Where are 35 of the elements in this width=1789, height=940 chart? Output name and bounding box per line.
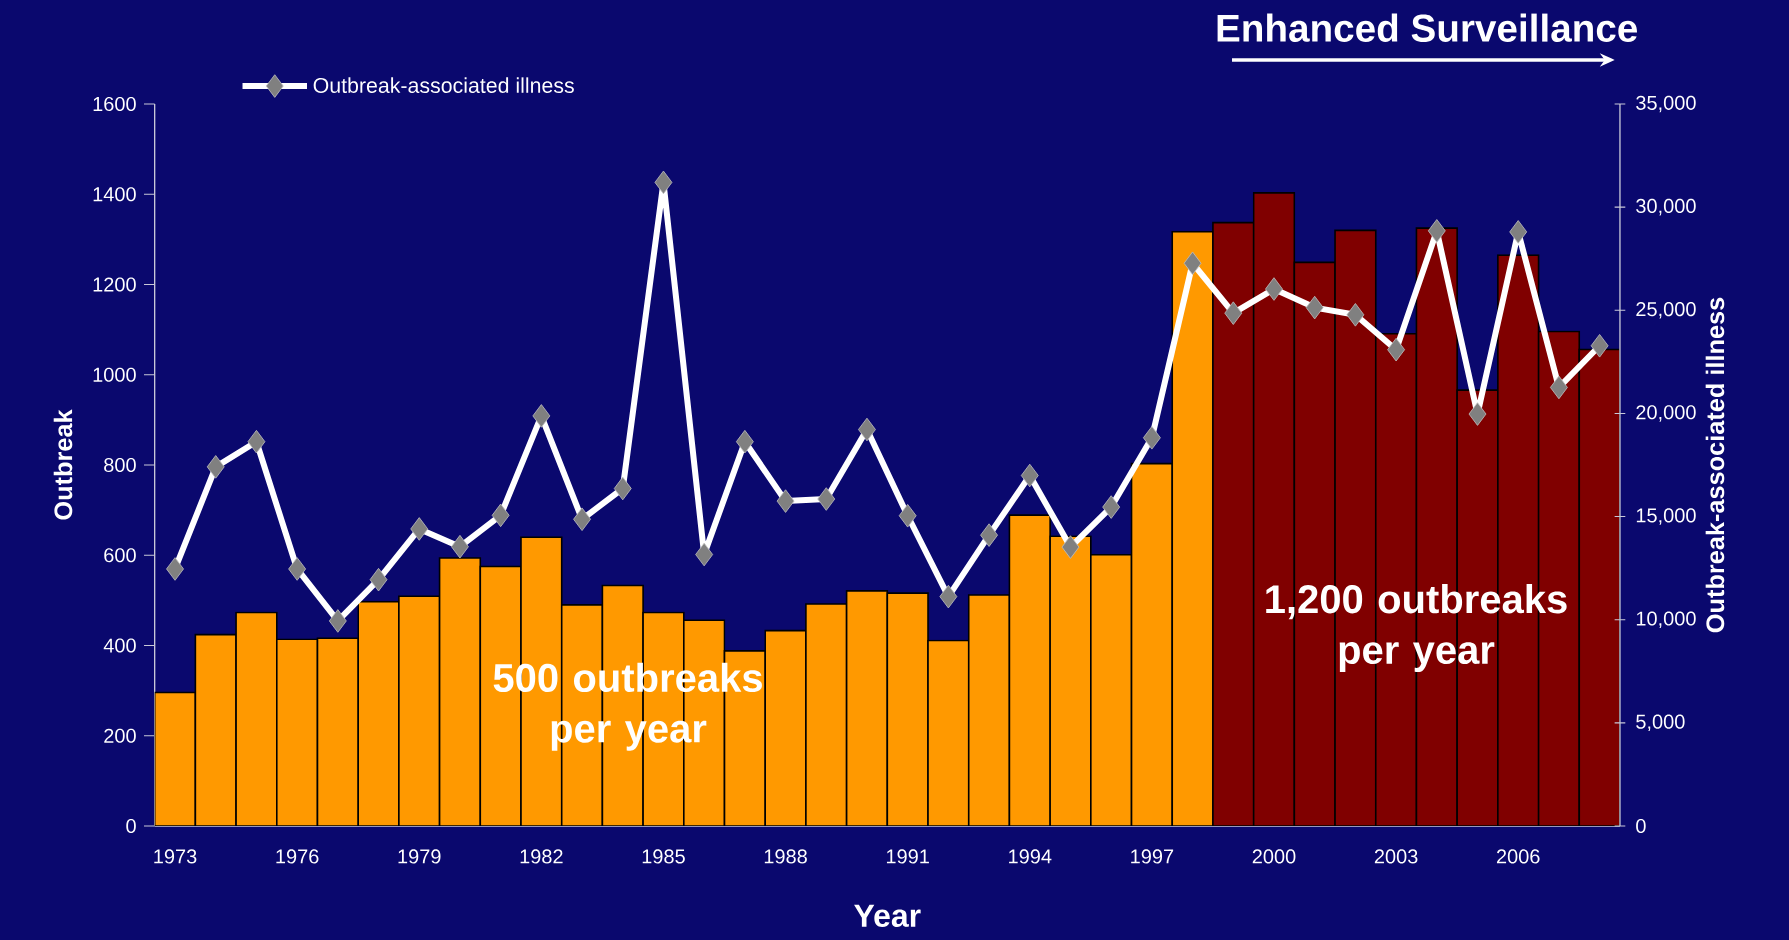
- x-tick-label: 1991: [886, 849, 929, 864]
- y2-axis-title: Outbreak-associated illness: [1705, 297, 1725, 633]
- x-tick-label: 1997: [1131, 849, 1174, 864]
- y2-tick-label: 25,000: [1636, 302, 1696, 319]
- x-tick-label: 1994: [1009, 849, 1052, 864]
- y-tick-label: 0: [126, 818, 136, 834]
- y2-tick-label: 20,000: [1636, 405, 1696, 422]
- y2-tick-label: 15,000: [1636, 508, 1696, 525]
- x-tick-label: 1973: [154, 849, 197, 864]
- x-tick-label: 2000: [1252, 849, 1296, 864]
- y-tick-label: 1400: [93, 187, 136, 202]
- y2-tick-label: 0: [1636, 818, 1646, 834]
- y2-tick-label: 10,000: [1636, 611, 1696, 628]
- y2-tick-label: 35,000: [1636, 95, 1696, 113]
- x-tick-label: 1976: [276, 849, 319, 864]
- y-tick-label: 1200: [93, 277, 136, 292]
- y2-tick-label: 5,000: [1636, 714, 1685, 732]
- x-tick-label: 2006: [1496, 849, 1540, 864]
- y-axis-title: Outbreak: [53, 409, 73, 520]
- y-tick-label: 1600: [93, 96, 136, 112]
- y2-tick-label: 30,000: [1636, 198, 1696, 216]
- text: Enhanced Surveillance: [1217, 13, 1638, 42]
- y-tick-label: 400: [103, 638, 136, 653]
- y-tick-label: 600: [104, 548, 136, 563]
- x-tick-label: 1988: [764, 849, 807, 864]
- y-tick-label: 200: [104, 728, 136, 743]
- annotation: 1,200 outbreaks per year: [1266, 584, 1567, 672]
- x-axis-title: Year: [854, 904, 921, 928]
- x-tick-label: 2003: [1374, 849, 1418, 864]
- y-tick-label: 800: [104, 457, 136, 473]
- y-tick-label: 1000: [93, 367, 136, 382]
- x-tick-label: 1979: [398, 849, 441, 864]
- legend-label: Outbreak-associated illness: [313, 77, 574, 93]
- x-tick-label: 1982: [520, 849, 563, 864]
- x-tick-label: 1985: [642, 849, 685, 864]
